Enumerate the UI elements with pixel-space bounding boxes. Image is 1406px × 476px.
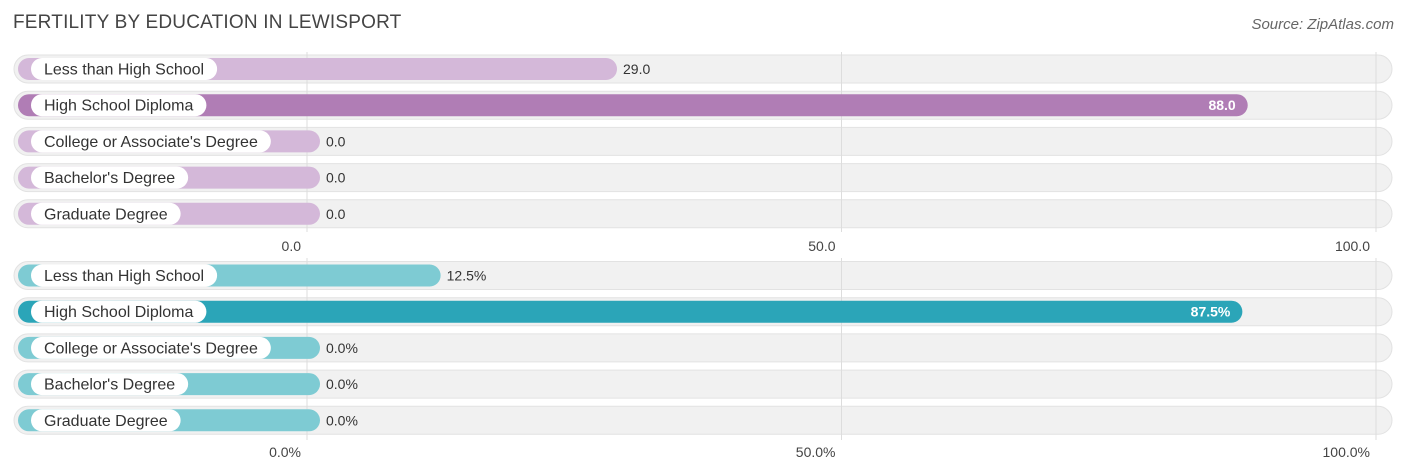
category-label: High School Diploma <box>44 98 194 115</box>
bar-high-school-diploma <box>18 300 1243 323</box>
value-label: 0.0% <box>326 412 358 428</box>
value-label: 87.5% <box>1191 304 1231 320</box>
category-label: Graduate Degree <box>44 413 168 430</box>
bar-high-school-diploma <box>18 94 1248 117</box>
category-pill <box>31 373 189 396</box>
row-track <box>13 369 1393 399</box>
axis-tick-label: 50.0 <box>808 238 835 254</box>
value-label: 29.0 <box>623 61 650 77</box>
value-label: 0.0 <box>326 170 346 186</box>
category-pill <box>31 94 207 117</box>
category-label: Less than High School <box>44 268 204 285</box>
row-track <box>13 199 1393 229</box>
axis-tick-label: 0.0 <box>282 238 302 254</box>
category-label: High School Diploma <box>44 304 194 321</box>
category-pill <box>31 58 218 80</box>
row-track <box>13 126 1393 156</box>
source-label: Source: ZipAtlas.com <box>1251 16 1394 33</box>
chart-panel-1: Less than High School 29.0 High School Dip… <box>13 52 1393 254</box>
category-label: Bachelor's Degree <box>44 170 175 187</box>
category-pill <box>31 130 271 153</box>
category-pill <box>31 300 207 323</box>
category-label: Bachelor's Degree <box>44 377 175 394</box>
category-label: College or Associate's Degree <box>44 134 258 151</box>
row-track <box>13 163 1393 193</box>
category-label: Less than High School <box>44 62 204 79</box>
category-pill <box>31 166 189 189</box>
category-label: College or Associate's Degree <box>44 340 258 357</box>
category-pill <box>31 409 181 432</box>
row-track <box>13 405 1393 435</box>
chart-panel-2: Less than High School 12.5% High School Di… <box>13 258 1393 460</box>
value-label: 88.0 <box>1208 97 1235 113</box>
axis-tick-label: 100.0 <box>1335 238 1370 254</box>
value-label: 0.0 <box>326 206 346 222</box>
row-track <box>13 333 1393 363</box>
category-pill <box>31 336 271 359</box>
category-label: Graduate Degree <box>44 206 168 223</box>
axis-tick-label: 50.0% <box>796 444 836 460</box>
value-label: 12.5% <box>447 268 487 284</box>
value-label: 0.0 <box>326 133 346 149</box>
category-pill <box>31 202 181 225</box>
axis-tick-label: 100.0% <box>1323 444 1370 460</box>
value-label: 0.0% <box>326 376 358 392</box>
axis-tick-label: 0.0% <box>269 444 301 460</box>
chart-title: FERTILITY BY EDUCATION IN LEWISPORT <box>13 12 402 33</box>
category-pill <box>31 264 218 287</box>
value-label: 0.0% <box>326 340 358 356</box>
